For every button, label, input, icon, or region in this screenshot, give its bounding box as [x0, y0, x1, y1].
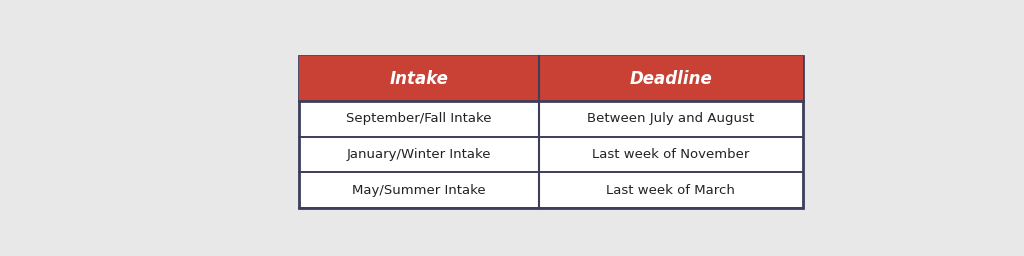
Text: Between July and August: Between July and August	[587, 112, 755, 125]
Bar	[299, 56, 803, 208]
Text: Last week of March: Last week of March	[606, 184, 735, 197]
Text: January/Winter Intake: January/Winter Intake	[346, 148, 490, 161]
Bar	[299, 56, 539, 101]
Bar	[539, 56, 803, 101]
Text: Last week of November: Last week of November	[592, 148, 750, 161]
Text: September/Fall Intake: September/Fall Intake	[346, 112, 492, 125]
Text: May/Summer Intake: May/Summer Intake	[352, 184, 485, 197]
Text: Intake: Intake	[389, 70, 449, 88]
Text: Deadline: Deadline	[630, 70, 712, 88]
